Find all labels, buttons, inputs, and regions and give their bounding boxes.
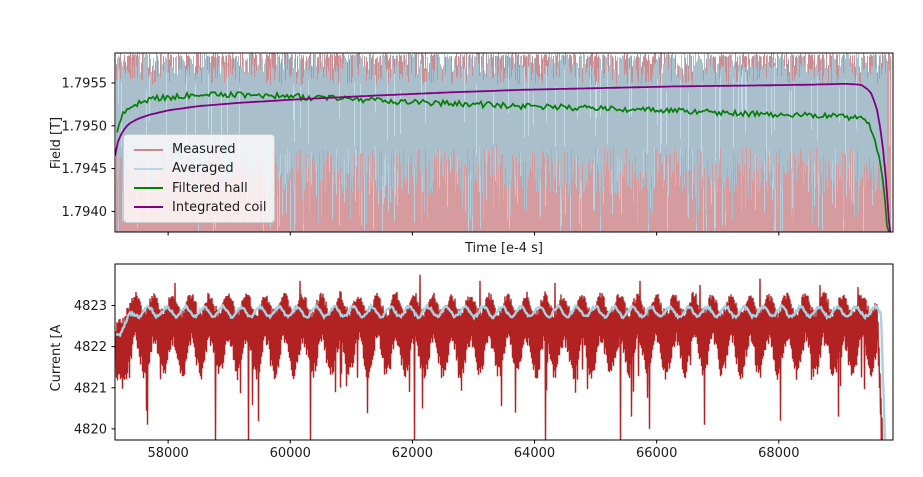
x-tick-label: 62000	[392, 446, 433, 461]
legend-item-filtered-hall: Filtered hall	[130, 179, 268, 197]
current-axes-frame: 58000 60000 62000 64000 66000 68000 4820 4821 48…	[74, 263, 894, 461]
field-axes-frame: 1.7940 1.7945 1.7950 1.7955	[62, 52, 894, 236]
series-filtered-hall	[116, 90, 890, 232]
legend-label: Filtered hall	[172, 180, 248, 196]
legend-item-averaged: Averaged	[130, 160, 268, 178]
y-tick-label: 4823	[74, 299, 107, 314]
series-measured-top-spikes	[116, 53, 891, 85]
legend-label: Measured	[172, 142, 236, 158]
y-tick-label: 4820	[74, 422, 107, 437]
legend-item-measured: Measured	[130, 141, 268, 159]
legend-label: Averaged	[172, 161, 234, 177]
series-current-measured	[115, 274, 883, 440]
y-tick-label: 1.7950	[62, 119, 108, 134]
y-tick-label: 1.7955	[62, 76, 108, 91]
legend-item-integrated-coil: Integrated coil	[130, 198, 268, 216]
x-tick-label: 58000	[147, 446, 188, 461]
time-xlabel: Time [e-4 s]	[464, 241, 543, 256]
legend-line-swatch	[134, 206, 163, 209]
x-tick-label: 60000	[270, 446, 311, 461]
x-tick-label: 68000	[758, 446, 799, 461]
legend-line-swatch	[134, 167, 163, 170]
y-tick-label: 4821	[74, 381, 107, 396]
series-integrated-coil	[115, 83, 892, 232]
field-ylabel: Field [T]	[49, 117, 64, 169]
x-tick-label: 66000	[636, 446, 677, 461]
current-axes-series	[115, 274, 887, 440]
legend: Measured Averaged Filtered hall Integrated …	[123, 134, 275, 223]
y-tick-label: 1.7940	[62, 205, 108, 220]
current-frame	[114, 263, 894, 441]
y-tick-label: 1.7945	[62, 162, 108, 177]
series-current-averaged	[115, 302, 887, 440]
legend-line-swatch	[134, 148, 163, 151]
x-tick-label: 64000	[514, 446, 555, 461]
current-ylabel: Current [A	[49, 324, 64, 391]
field-frame	[114, 52, 894, 233]
legend-line-swatch	[134, 187, 163, 190]
legend-label: Integrated coil	[172, 199, 267, 215]
y-tick-label: 4822	[74, 340, 107, 355]
